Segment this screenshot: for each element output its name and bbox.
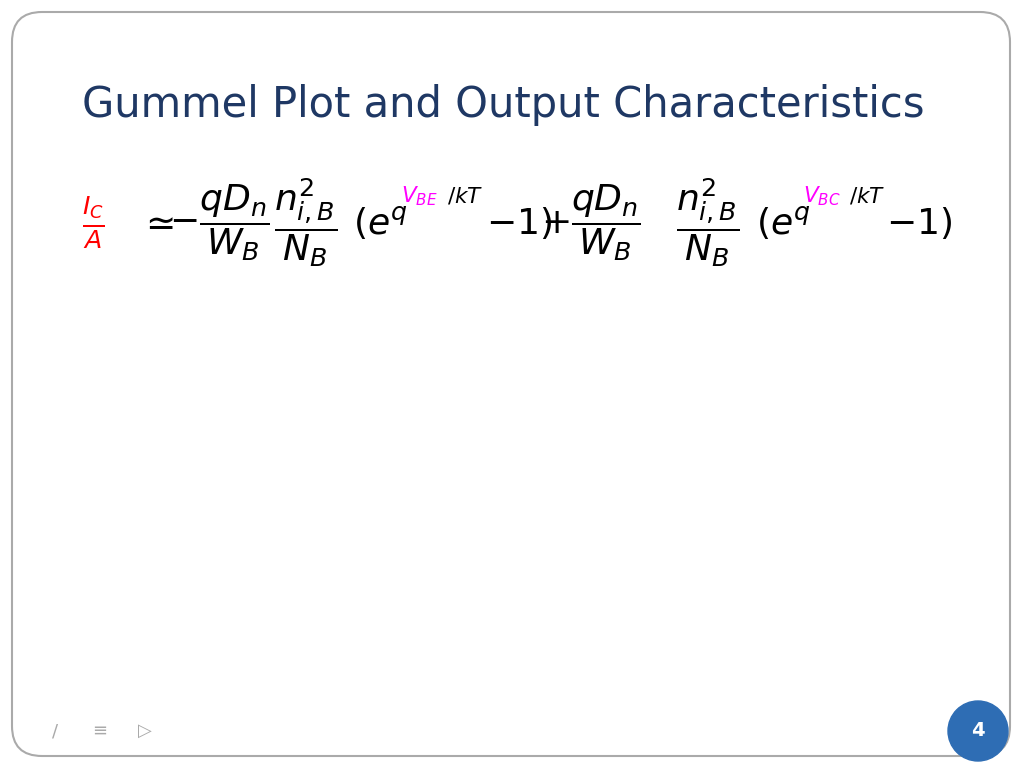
Text: $\dfrac{n_{i,B}^2}{N_B}$: $\dfrac{n_{i,B}^2}{N_B}$ [274,177,338,269]
Text: $\dfrac{qD_n}{W_B}$: $\dfrac{qD_n}{W_B}$ [571,183,641,263]
Text: $(e^{q}$: $(e^{q}$ [353,204,409,241]
Text: $/kT$: $/kT$ [849,185,886,207]
Text: $\mathit{V_{BE}}$: $\mathit{V_{BE}}$ [401,184,438,207]
Text: $/kT$: $/kT$ [447,185,484,207]
Text: $(e^{q}$: $(e^{q}$ [756,204,811,241]
Text: $-1)$: $-1)$ [886,205,952,240]
FancyBboxPatch shape [12,12,1010,756]
Text: 4: 4 [971,721,985,740]
Text: $\mathit{V_{BC}}$: $\mathit{V_{BC}}$ [803,184,841,207]
Text: $-1)$: $-1)$ [486,205,553,240]
Text: $+$: $+$ [541,206,569,240]
Text: ≡: ≡ [92,722,108,740]
Text: $\dfrac{n_{i,B}^2}{N_B}$: $\dfrac{n_{i,B}^2}{N_B}$ [676,177,739,269]
Text: Gummel Plot and Output Characteristics: Gummel Plot and Output Characteristics [82,84,925,127]
Text: $\mathit{\frac{I_C}{A}}$: $\mathit{\frac{I_C}{A}}$ [82,194,104,251]
Text: $-\dfrac{qD_n}{W_B}$: $-\dfrac{qD_n}{W_B}$ [169,183,269,263]
Circle shape [948,701,1008,761]
Text: $\simeq$: $\simeq$ [138,206,174,240]
Text: ▷: ▷ [138,722,152,740]
Text: /: / [52,722,58,740]
